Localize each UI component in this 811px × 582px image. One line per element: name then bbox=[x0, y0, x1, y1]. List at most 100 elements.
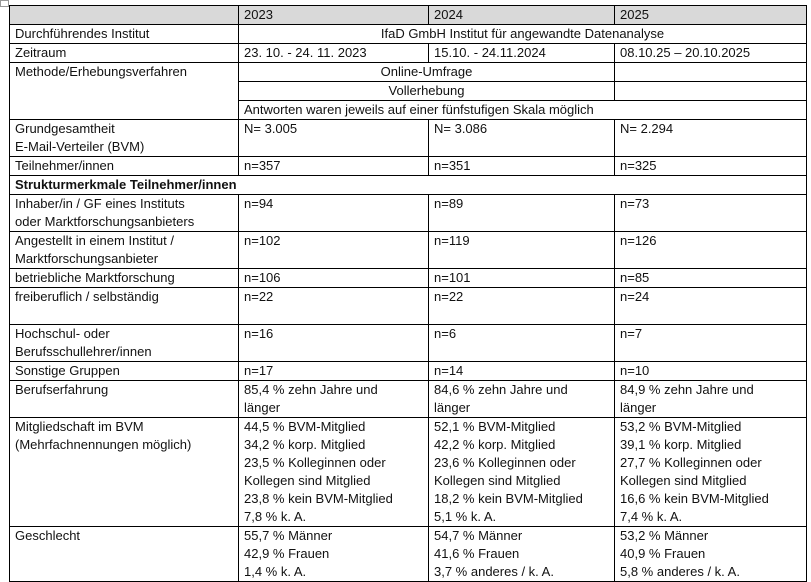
table-move-handle[interactable] bbox=[0, 0, 9, 7]
line: 23,5 % Kolleginnen oder bbox=[244, 455, 386, 470]
cell: 08.10.25 – 20.10.2025 bbox=[614, 43, 807, 63]
line: 34,2 % korp. Mitglied bbox=[244, 437, 366, 452]
header-2025: 2025 bbox=[614, 5, 807, 25]
label-line: E-Mail-Verteiler (BVM) bbox=[15, 139, 145, 154]
cell: n=7 bbox=[614, 324, 807, 362]
line: 5,8 % anderes / k. A. bbox=[620, 564, 740, 579]
line: 42,2 % korp. Mitglied bbox=[434, 437, 556, 452]
line: 16,6 % kein BVM-Mitglied bbox=[620, 491, 769, 506]
cell: 55,7 % Männer 42,9 % Frauen 1,4 % k. A. bbox=[238, 526, 429, 582]
row-label: Mitgliedschaft im BVM (Mehrfachnennungen … bbox=[9, 417, 239, 527]
line: 52,1 % BVM-Mitglied bbox=[434, 419, 556, 434]
cell: 53,2 % Männer 40,9 % Frauen 5,8 % anderes … bbox=[614, 526, 807, 582]
cell: n=126 bbox=[614, 231, 807, 269]
table-row: Strukturmerkmale Teilnehmer/innen bbox=[9, 175, 807, 195]
row-label: Hochschul- oder Berufsschullehrer/innen bbox=[9, 324, 239, 362]
cell: n=17 bbox=[238, 361, 429, 381]
label-line: Hochschul- oder bbox=[15, 326, 110, 341]
row-label: Inhaber/in / GF eines Instituts oder Mark… bbox=[9, 194, 239, 232]
table-row: Hochschul- oder Berufsschullehrer/innen n… bbox=[9, 324, 807, 362]
cell: N= 3.086 bbox=[428, 119, 615, 157]
line: länger bbox=[434, 400, 471, 415]
header-2023: 2023 bbox=[238, 5, 429, 25]
label-line: oder Marktforschungsanbieters bbox=[15, 214, 195, 229]
header-row: 2023 2024 2025 bbox=[9, 5, 807, 25]
cell: n=101 bbox=[428, 268, 615, 288]
cell: n=94 bbox=[238, 194, 429, 232]
cell: n=10 bbox=[614, 361, 807, 381]
line: Kollegen sind Mitglied bbox=[434, 473, 561, 488]
cell: 53,2 % BVM-Mitglied 39,1 % korp. Mitglied… bbox=[614, 417, 807, 527]
institut-value: IfaD GmbH Institut für angewandte Datena… bbox=[238, 24, 807, 44]
table-row: Zeitraum 23. 10. - 24. 11. 2023 15.10. -… bbox=[9, 43, 807, 63]
cell: 44,5 % BVM-Mitglied 34,2 % korp. Mitglied… bbox=[238, 417, 429, 527]
cell: n=22 bbox=[428, 287, 615, 325]
row-label: Angestellt in einem Institut / Marktforsc… bbox=[9, 231, 239, 269]
row-label: Durchführendes Institut bbox=[9, 24, 239, 44]
line: 53,2 % BVM-Mitglied bbox=[620, 419, 742, 434]
line: 7,4 % k. A. bbox=[620, 509, 683, 524]
cell: n=106 bbox=[238, 268, 429, 288]
label-line: Angestellt in einem Institut / bbox=[15, 233, 174, 248]
label-line: Mitgliedschaft im BVM bbox=[15, 419, 144, 434]
line: 3,7 % anderes / k. A. bbox=[434, 564, 554, 579]
line: 7,8 % k. A. bbox=[244, 509, 307, 524]
table-row: Methode/Erhebungsverfahren Online-Umfrag… bbox=[9, 62, 807, 120]
line: 84,6 % zehn Jahre und bbox=[434, 382, 568, 397]
line: Kollegen sind Mitglied bbox=[620, 473, 747, 488]
line: 85,4 % zehn Jahre und bbox=[244, 382, 378, 397]
cell: 84,9 % zehn Jahre und länger bbox=[614, 380, 807, 418]
survey-table: 2023 2024 2025 Durchführendes Institut I… bbox=[9, 5, 807, 582]
cell: n=351 bbox=[428, 156, 615, 176]
cell: n=325 bbox=[614, 156, 807, 176]
row-label: freiberuflich / selbständig bbox=[9, 287, 239, 325]
row-label: Grundgesamtheit E-Mail-Verteiler (BVM) bbox=[9, 119, 239, 157]
label-line: Inhaber/in / GF eines Instituts bbox=[15, 196, 185, 211]
cell: n=119 bbox=[428, 231, 615, 269]
cell: N= 3.005 bbox=[238, 119, 429, 157]
line: 27,7 % Kolleginnen oder bbox=[620, 455, 762, 470]
cell: 23. 10. - 24. 11. 2023 bbox=[238, 43, 429, 63]
table-row: Sonstige Gruppen n=17 n=14 n=10 bbox=[9, 361, 807, 381]
cell: 52,1 % BVM-Mitglied 42,2 % korp. Mitglied… bbox=[428, 417, 615, 527]
cell-empty bbox=[614, 62, 807, 82]
table-row: Durchführendes Institut IfaD GmbH Instit… bbox=[9, 24, 807, 44]
line: 23,8 % kein BVM-Mitglied bbox=[244, 491, 393, 506]
cell: N= 2.294 bbox=[614, 119, 807, 157]
cell: Antworten waren jeweils auf einer fünfst… bbox=[238, 100, 807, 120]
line: 54,7 % Männer bbox=[434, 528, 523, 543]
line: 18,2 % kein BVM-Mitglied bbox=[434, 491, 583, 506]
line: 39,1 % korp. Mitglied bbox=[620, 437, 742, 452]
line: 44,5 % BVM-Mitglied bbox=[244, 419, 366, 434]
line: 40,9 % Frauen bbox=[620, 546, 706, 561]
cell: Online-Umfrage bbox=[238, 62, 615, 82]
cell: n=89 bbox=[428, 194, 615, 232]
line: 1,4 % k. A. bbox=[244, 564, 307, 579]
cell: 15.10. - 24.11.2024 bbox=[428, 43, 615, 63]
label-line: Grundgesamtheit bbox=[15, 121, 115, 136]
row-label: betriebliche Marktforschung bbox=[9, 268, 239, 288]
table-row: Geschlecht 55,7 % Männer 42,9 % Frauen 1,4… bbox=[9, 526, 807, 582]
table-row: betriebliche Marktforschung n=106 n=101 … bbox=[9, 268, 807, 288]
line: Kollegen sind Mitglied bbox=[244, 473, 371, 488]
cell: Vollerhebung bbox=[238, 81, 615, 101]
cell: n=73 bbox=[614, 194, 807, 232]
cell: n=102 bbox=[238, 231, 429, 269]
table-row: Berufserfahrung 85,4 % zehn Jahre und län… bbox=[9, 380, 807, 418]
table-row: Angestellt in einem Institut / Marktforsc… bbox=[9, 231, 807, 269]
line: länger bbox=[620, 400, 657, 415]
line: 42,9 % Frauen bbox=[244, 546, 330, 561]
cell: n=357 bbox=[238, 156, 429, 176]
header-empty bbox=[9, 5, 239, 25]
label-line: Marktforschungsanbieter bbox=[15, 251, 159, 266]
line: 41,6 % Frauen bbox=[434, 546, 520, 561]
line: 53,2 % Männer bbox=[620, 528, 709, 543]
cell: n=14 bbox=[428, 361, 615, 381]
row-label: Sonstige Gruppen bbox=[9, 361, 239, 381]
line: länger bbox=[244, 400, 281, 415]
cell: 84,6 % zehn Jahre und länger bbox=[428, 380, 615, 418]
row-label: Berufserfahrung bbox=[9, 380, 239, 418]
table-row: Teilnehmer/innen n=357 n=351 n=325 bbox=[9, 156, 807, 176]
row-label: Geschlecht bbox=[9, 526, 239, 582]
cell: n=24 bbox=[614, 287, 807, 325]
